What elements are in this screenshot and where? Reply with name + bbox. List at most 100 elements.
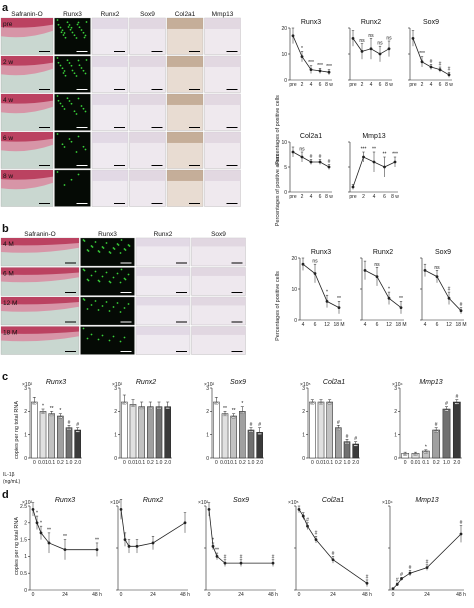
chart-b3: Sox9 ns # #4 6 12 18 M <box>420 249 467 328</box>
x-tick-label: 4 <box>302 322 305 328</box>
x-tick-label: 2.0 <box>256 460 263 466</box>
data-point <box>331 558 335 562</box>
significance-mark: # <box>306 517 309 523</box>
runx3-signal-dot <box>94 300 97 302</box>
il1b-label: IL-1β (ng/mL) <box>3 472 21 485</box>
data-point <box>211 544 215 548</box>
data-point <box>459 532 463 536</box>
significance-mark: *** <box>317 63 323 69</box>
runx3-signal-dot <box>82 145 85 148</box>
x-tick-label: pre <box>349 194 356 200</box>
stain-surface <box>167 132 203 143</box>
runx3-signal-dot <box>87 279 90 282</box>
axis <box>399 388 462 459</box>
x-tick-label: 24 <box>424 592 430 598</box>
data-point <box>318 69 322 73</box>
axis <box>307 388 360 459</box>
data-point <box>435 275 439 278</box>
row-label: pre <box>3 21 13 28</box>
x-tick-label: 6 <box>379 82 382 88</box>
runx3-signal-dot <box>112 276 115 279</box>
panel-label-b: b <box>2 223 9 235</box>
significance-mark: ** <box>95 537 99 543</box>
runx3-signal-dot <box>60 31 63 34</box>
runx3-signal-dot <box>98 280 101 283</box>
runx3-signal-dot <box>70 140 73 143</box>
significance-mark: * <box>212 537 214 543</box>
series-line <box>32 509 97 551</box>
column-header: Mmp13 <box>212 11 234 18</box>
data-point <box>183 521 187 525</box>
runx3-signal-dot <box>117 244 120 246</box>
data-point <box>429 65 433 69</box>
runx3-signal-dot <box>71 31 74 34</box>
micrograph-tile <box>54 169 91 207</box>
data-point <box>365 581 369 585</box>
significance-mark: ** <box>399 296 403 302</box>
data-point <box>291 34 295 38</box>
data-point <box>405 453 408 456</box>
x-tick-label: 12 <box>324 322 330 328</box>
data-point <box>426 451 428 454</box>
y-tick-label: 3 <box>206 386 209 392</box>
significance-mark: # <box>448 287 451 293</box>
runx3-signal-dot <box>69 28 72 31</box>
significance-mark: ns <box>299 147 305 153</box>
x-tick-label: 8 w <box>385 82 393 88</box>
significance-mark: *** <box>392 152 398 158</box>
x-tick-label: 2 <box>301 82 304 88</box>
column-header: Runx2 <box>154 231 173 238</box>
runx3-signal-dot <box>119 281 122 284</box>
x-tick-label: 6 <box>383 194 386 200</box>
bar <box>48 413 55 459</box>
x-tick-label: 1.0 <box>443 460 450 466</box>
x-tick-label: 0 <box>392 592 395 598</box>
bar <box>343 441 351 459</box>
series-line <box>298 509 368 584</box>
runx3-signal-dot <box>63 70 66 72</box>
stain-surface <box>204 18 241 29</box>
safranin-surface <box>1 94 53 104</box>
ylabel-d: copies per ng total RNA <box>14 517 20 575</box>
data-point <box>393 160 397 164</box>
data-point <box>60 416 63 419</box>
data-point <box>446 409 449 412</box>
chart-d2: Runx2 ×10² 0 24 48 h <box>110 497 190 598</box>
x-tick-label: 0.2 <box>335 460 342 466</box>
x-tick-label: 0.01 <box>411 460 421 466</box>
stain-surface <box>136 326 190 335</box>
y-tick-label: 0 <box>114 456 117 462</box>
runx3-signal-dot <box>101 275 104 278</box>
runx3-signal-dot <box>112 335 115 338</box>
significance-mark: ** <box>223 406 227 412</box>
significance-mark: # <box>272 554 275 560</box>
significance-mark: # <box>68 420 71 426</box>
runx3-signal-dot <box>77 59 80 62</box>
stain-surface <box>167 170 203 181</box>
y-tick-label: 0 <box>206 456 209 462</box>
stain-surface <box>204 94 241 105</box>
x-tick-label: 1.0 <box>66 460 73 466</box>
x-tick-label: 0.2 <box>57 460 64 466</box>
y-tick-label: 0 <box>24 588 27 594</box>
runx3-signal-dot <box>68 100 71 102</box>
y-tick-label: 1 <box>394 432 397 438</box>
micrograph-tile <box>54 131 91 169</box>
data-point <box>43 411 46 414</box>
chart-title: Runx2 <box>143 497 163 504</box>
runx3-signal-dot <box>123 336 126 339</box>
x-tick-label: 6 <box>439 82 442 88</box>
runx3-signal-dot <box>70 102 73 105</box>
bar <box>230 415 237 459</box>
data-point <box>391 587 395 590</box>
row-label: 6 M <box>3 271 14 278</box>
x-tick-label: 0.01 <box>220 460 230 466</box>
x-tick-label: pre <box>289 82 296 88</box>
runx3-signal-dot <box>98 251 101 253</box>
scale-label: ×10⁴ <box>392 382 403 388</box>
stain-surface <box>129 94 166 105</box>
bar <box>335 427 342 459</box>
stain-surface <box>204 170 241 181</box>
